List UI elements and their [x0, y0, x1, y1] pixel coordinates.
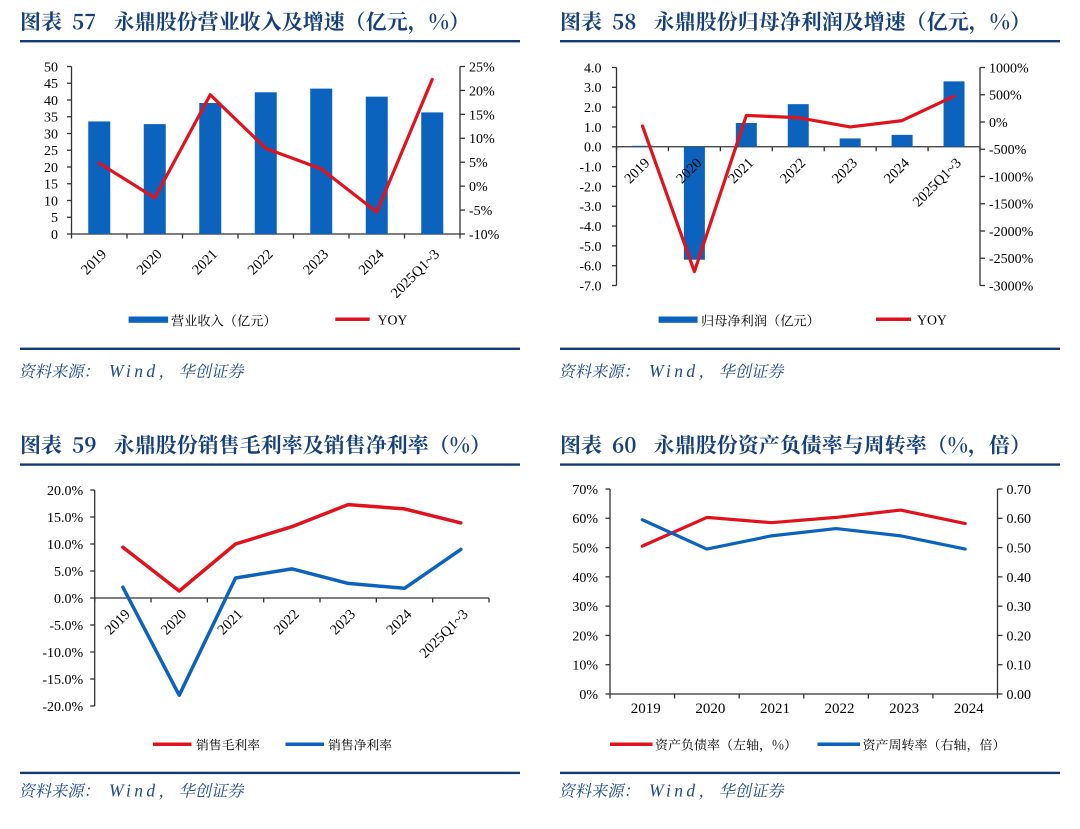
svg-text:20%: 20%	[572, 629, 598, 644]
svg-text:-2000%: -2000%	[989, 225, 1034, 240]
svg-text:2020: 2020	[134, 247, 166, 279]
svg-text:2023: 2023	[829, 155, 861, 187]
svg-text:0.40: 0.40	[1007, 571, 1032, 586]
svg-text:-3.0: -3.0	[579, 200, 601, 215]
svg-text:0.30: 0.30	[1007, 600, 1032, 615]
svg-text:Wind: Wind	[649, 361, 699, 381]
svg-text:5%: 5%	[469, 156, 488, 171]
svg-text:-15.0%: -15.0%	[42, 673, 83, 688]
svg-text:-1000%: -1000%	[989, 170, 1034, 185]
svg-text:2023: 2023	[300, 247, 332, 279]
svg-text:2025Q1~3: 2025Q1~3	[417, 607, 472, 662]
svg-text:2019: 2019	[78, 247, 110, 279]
svg-text:2019: 2019	[621, 155, 653, 187]
svg-text:20%: 20%	[469, 84, 495, 99]
svg-text:25: 25	[44, 144, 58, 159]
svg-text:-5.0%: -5.0%	[49, 619, 83, 634]
svg-text:45: 45	[44, 77, 58, 92]
svg-text:0.70: 0.70	[1007, 483, 1032, 498]
svg-text:-1.0: -1.0	[579, 160, 601, 175]
svg-text:0.0%: 0.0%	[54, 592, 84, 607]
svg-text:-20.0%: -20.0%	[42, 700, 83, 715]
svg-text:15: 15	[44, 178, 58, 193]
svg-text:-6.0: -6.0	[579, 260, 601, 275]
svg-text:5.0%: 5.0%	[54, 565, 84, 580]
svg-text:0.00: 0.00	[1007, 688, 1032, 703]
svg-text:-1500%: -1500%	[989, 198, 1034, 213]
svg-text:Wind: Wind	[109, 781, 159, 801]
svg-text:2022: 2022	[777, 155, 809, 187]
svg-text:2023: 2023	[889, 701, 919, 717]
svg-text:2021: 2021	[760, 701, 790, 717]
svg-text:15.0%: 15.0%	[47, 511, 84, 526]
svg-text:2022: 2022	[271, 607, 303, 639]
svg-text:Wind: Wind	[109, 361, 159, 381]
svg-text:50: 50	[44, 60, 58, 75]
svg-text:50%: 50%	[572, 541, 598, 556]
svg-text:-4.0: -4.0	[579, 220, 601, 235]
svg-text:35: 35	[44, 111, 58, 126]
svg-text:-500%: -500%	[989, 143, 1027, 158]
svg-text:3.0: 3.0	[584, 81, 602, 96]
svg-text:2021: 2021	[189, 247, 221, 279]
svg-text:2022: 2022	[245, 247, 277, 279]
svg-text:-2500%: -2500%	[989, 252, 1034, 267]
svg-text:20: 20	[44, 161, 58, 176]
svg-text:20.0%: 20.0%	[47, 484, 84, 499]
svg-text:1.0: 1.0	[584, 121, 602, 136]
svg-text:60%: 60%	[572, 512, 598, 527]
svg-text:40: 40	[44, 94, 58, 109]
svg-text:30%: 30%	[572, 600, 598, 615]
svg-text:0.10: 0.10	[1007, 659, 1032, 674]
svg-text:Wind: Wind	[649, 781, 699, 801]
svg-text:-10.0%: -10.0%	[42, 646, 83, 661]
svg-text:2020: 2020	[695, 701, 725, 717]
svg-text:2024: 2024	[954, 701, 985, 717]
svg-text:0.60: 0.60	[1007, 512, 1032, 527]
svg-text:2023: 2023	[327, 607, 359, 639]
svg-text:500%: 500%	[989, 89, 1022, 104]
svg-text:2019: 2019	[631, 701, 661, 717]
svg-text:-3000%: -3000%	[989, 279, 1034, 294]
svg-text:-10%: -10%	[469, 228, 500, 243]
svg-text:-5%: -5%	[469, 204, 493, 219]
svg-text:2019: 2019	[102, 607, 134, 639]
svg-text:2025Q1~3: 2025Q1~3	[910, 155, 965, 210]
svg-text:2024: 2024	[881, 155, 913, 187]
svg-text:2024: 2024	[356, 246, 388, 278]
svg-text:10: 10	[44, 194, 58, 209]
svg-text:2024: 2024	[384, 606, 416, 638]
svg-text:4.0: 4.0	[584, 61, 602, 76]
svg-text:0%: 0%	[579, 688, 598, 703]
svg-text:0: 0	[51, 228, 58, 243]
svg-text:10%: 10%	[572, 659, 598, 674]
svg-text:0.20: 0.20	[1007, 629, 1032, 644]
svg-text:2.0: 2.0	[584, 101, 602, 116]
svg-text:10.0%: 10.0%	[47, 538, 84, 553]
svg-text:30: 30	[44, 127, 58, 142]
svg-text:25%: 25%	[469, 60, 495, 75]
svg-text:2020: 2020	[158, 607, 190, 639]
svg-text:10%: 10%	[469, 132, 495, 147]
svg-text:0.0: 0.0	[584, 141, 602, 156]
svg-text:-5.0: -5.0	[579, 240, 601, 255]
svg-text:40%: 40%	[572, 571, 598, 586]
svg-text:5: 5	[51, 211, 58, 226]
svg-text:0.50: 0.50	[1007, 541, 1032, 556]
svg-text:1000%: 1000%	[989, 61, 1029, 76]
svg-text:2022: 2022	[825, 701, 855, 717]
svg-text:YOY: YOY	[378, 313, 408, 328]
svg-text:YOY: YOY	[917, 313, 947, 328]
svg-text:-7.0: -7.0	[579, 279, 601, 294]
svg-text:15%: 15%	[469, 108, 495, 123]
svg-text:-2.0: -2.0	[579, 180, 601, 195]
svg-text:70%: 70%	[572, 483, 598, 498]
svg-text:0%: 0%	[469, 180, 488, 195]
svg-text:0%: 0%	[989, 116, 1008, 131]
svg-text:2025Q1~3: 2025Q1~3	[388, 247, 443, 302]
